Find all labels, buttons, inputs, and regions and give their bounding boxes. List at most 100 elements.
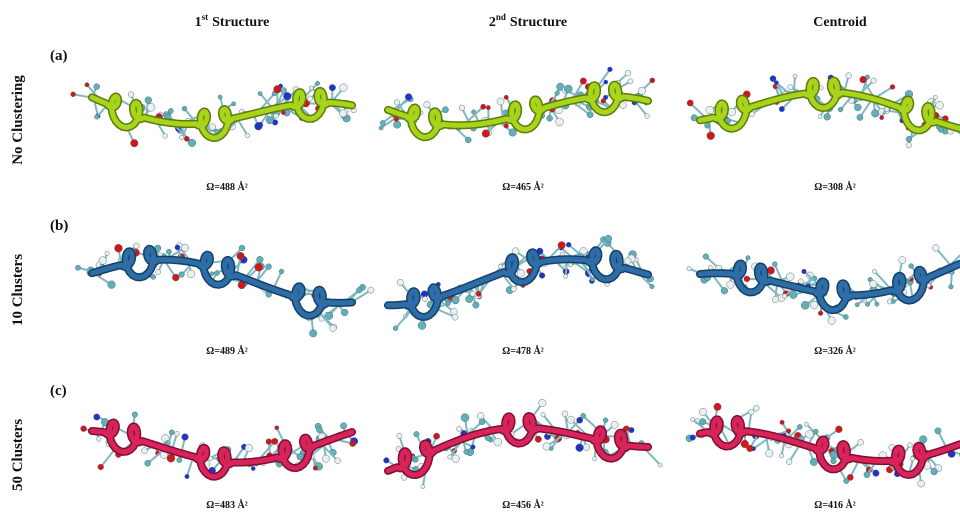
atom: [279, 269, 284, 274]
atom: [566, 242, 571, 247]
atom: [932, 245, 939, 252]
atom: [452, 455, 460, 463]
atom: [865, 302, 870, 307]
atom: [828, 317, 836, 325]
column-header: Centroid: [813, 15, 867, 30]
molecule: [379, 67, 655, 143]
atom: [690, 435, 696, 441]
atom: [576, 444, 584, 452]
atom: [245, 444, 253, 452]
atom: [567, 416, 574, 423]
atom: [115, 244, 123, 252]
atom: [168, 108, 173, 113]
atom: [870, 280, 877, 287]
atom: [175, 431, 180, 436]
atom: [81, 426, 87, 432]
atom: [473, 302, 480, 309]
atom: [99, 257, 107, 265]
header-title: Structure: [510, 15, 567, 30]
atom: [452, 314, 458, 320]
atom: [772, 296, 778, 302]
atom: [645, 114, 650, 119]
atom: [94, 84, 100, 90]
caption: Ω=456 Å²: [502, 499, 543, 511]
atom: [705, 123, 711, 129]
atom: [356, 287, 362, 293]
caption: Ω=483 Å²: [206, 499, 247, 511]
atom: [255, 122, 263, 130]
atom: [779, 454, 783, 458]
atom: [770, 76, 776, 82]
atom: [421, 485, 425, 489]
atom: [257, 256, 264, 263]
atom: [880, 116, 884, 120]
atom: [786, 429, 791, 434]
atom: [251, 466, 255, 470]
atom: [774, 81, 778, 85]
atom: [167, 454, 175, 462]
atom: [393, 121, 400, 128]
atom: [765, 449, 773, 457]
header-number: 1: [195, 15, 202, 30]
atom: [814, 429, 819, 434]
atom: [442, 107, 448, 113]
atom: [949, 284, 954, 289]
atom: [933, 95, 937, 99]
atom: [134, 243, 140, 249]
atom: [393, 326, 398, 331]
atom: [873, 470, 880, 477]
atom: [459, 105, 465, 111]
atom: [706, 106, 714, 114]
atom: [558, 242, 565, 249]
atom: [424, 101, 431, 108]
atom: [274, 85, 282, 93]
atom: [721, 287, 728, 294]
atom: [281, 111, 285, 115]
atom: [379, 126, 383, 130]
atom: [843, 314, 848, 319]
panel-tag: (b): [50, 218, 68, 234]
atom: [563, 274, 567, 278]
atom: [590, 277, 594, 281]
atom: [128, 92, 134, 98]
atom: [818, 311, 823, 316]
header-title: Centroid: [813, 15, 867, 30]
atom: [810, 458, 817, 465]
atom: [779, 106, 784, 111]
atom: [179, 272, 185, 278]
atom: [687, 100, 693, 106]
atom: [831, 458, 837, 464]
atom: [147, 103, 155, 111]
atom: [188, 139, 195, 146]
atom: [422, 296, 427, 301]
header-number: 2: [489, 15, 496, 30]
atom: [71, 92, 76, 97]
atom: [541, 412, 545, 416]
atom: [824, 113, 831, 120]
atom: [413, 457, 418, 462]
atom: [503, 110, 508, 115]
atom: [239, 245, 245, 251]
atom: [935, 428, 941, 434]
atom: [108, 281, 116, 289]
atom: [938, 127, 943, 132]
atom: [908, 443, 913, 448]
atom: [549, 447, 553, 451]
atom: [175, 245, 180, 250]
atom: [187, 270, 195, 278]
atom: [497, 98, 504, 105]
atom: [556, 118, 564, 126]
atom: [875, 302, 879, 306]
atom: [871, 109, 879, 117]
atom: [587, 112, 593, 118]
row-label: 10 Clusters: [10, 254, 26, 326]
panel-tag: (c): [50, 383, 67, 399]
atom: [801, 301, 809, 309]
atom: [891, 299, 895, 303]
atom: [95, 115, 100, 120]
atom: [266, 116, 273, 123]
atom: [797, 424, 802, 429]
atom: [245, 133, 250, 138]
atom: [864, 472, 870, 478]
ribbon: [92, 249, 352, 316]
